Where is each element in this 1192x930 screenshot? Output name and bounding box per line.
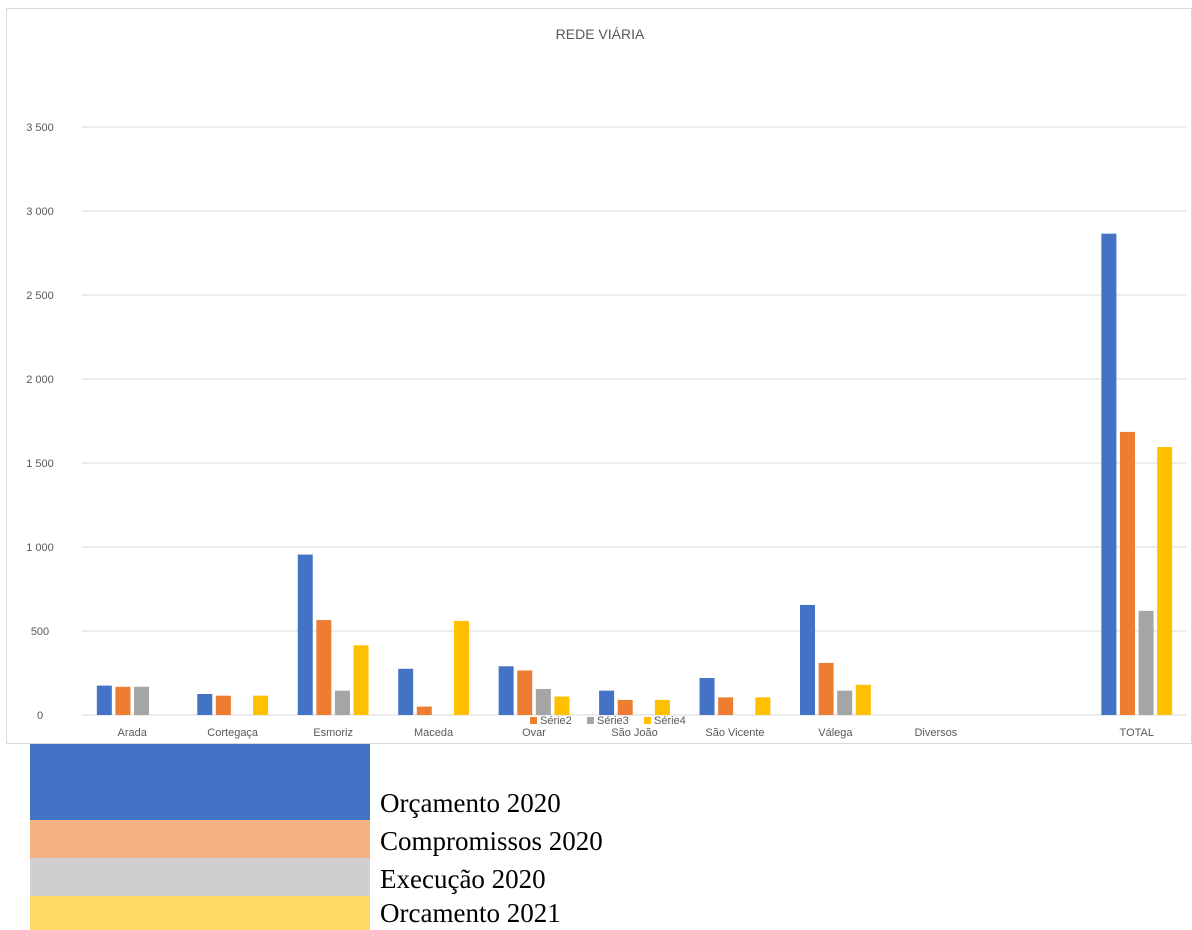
x-axis-ticks: Arada Cortegaça Esmoriz Maceda Ovar São João S… — [118, 727, 1154, 739]
x-tick-label: TOTAL — [1120, 727, 1154, 739]
legend-swatch — [587, 717, 594, 724]
bar — [599, 690, 615, 715]
legend-row: Compromissos 2020 — [0, 820, 1192, 858]
y-tick-label: 3 000 — [26, 206, 54, 218]
x-tick-label: Diversos — [914, 727, 957, 739]
bar — [554, 696, 570, 715]
bar — [699, 678, 715, 715]
bar — [800, 604, 816, 715]
legend-color-swatch — [30, 744, 370, 820]
legend-color-swatch — [30, 820, 370, 858]
legend-swatch — [530, 717, 537, 724]
bar — [115, 686, 131, 715]
bar — [1138, 610, 1154, 715]
bar — [718, 697, 734, 715]
legend-row: Orçamento 2020 — [0, 744, 1192, 820]
bar — [755, 697, 771, 715]
bar — [253, 695, 269, 715]
x-tick-label: Maceda — [414, 727, 454, 739]
legend-row: Orcamento 2021 — [0, 896, 1192, 930]
bar — [398, 668, 414, 715]
bar — [654, 699, 670, 715]
bar — [855, 684, 871, 715]
bar — [453, 620, 469, 715]
legend-label: Série2 — [540, 715, 572, 727]
x-tick-label: Válega — [818, 727, 853, 739]
x-tick-label: Cortegaça — [207, 727, 259, 739]
y-tick-label: 1 500 — [26, 458, 54, 470]
y-tick-label: 2 500 — [26, 290, 54, 302]
bar — [837, 690, 853, 715]
legend-label: Série4 — [654, 715, 686, 727]
y-tick-label: 1 000 — [26, 542, 54, 554]
chart-title: REDE VIÁRIA — [556, 26, 645, 42]
bar — [416, 706, 432, 715]
x-tick-label: Esmoriz — [313, 727, 353, 739]
x-tick-label: São Vicente — [705, 727, 764, 739]
y-tick-label: 3 500 — [26, 122, 54, 134]
y-axis-ticks: 0 500 1 000 1 500 2 000 2 500 3 000 3 500 — [26, 122, 54, 722]
bar — [197, 694, 213, 715]
legend-label: Série3 — [597, 715, 629, 727]
bar — [215, 695, 231, 715]
bar — [1101, 233, 1117, 715]
bar — [498, 666, 514, 715]
bar — [316, 620, 332, 715]
bar — [134, 686, 150, 715]
bar — [96, 685, 112, 715]
bar — [617, 699, 633, 715]
y-tick-label: 0 — [37, 710, 43, 722]
gridlines — [82, 126, 1187, 716]
bar — [297, 554, 313, 715]
legend-label: Compromissos 2020 — [380, 826, 603, 856]
x-tick-label: Ovar — [522, 727, 546, 739]
legend-color-swatch — [30, 858, 370, 896]
legend-label: Orcamento 2021 — [380, 898, 561, 928]
legend-color-swatch — [30, 896, 370, 930]
y-tick-label: 500 — [31, 626, 49, 638]
bar — [334, 690, 350, 715]
chart-legend: Série2 Série3 Série4 — [530, 715, 686, 727]
bar — [517, 670, 533, 715]
legend-row: Execução 2020 — [0, 858, 1192, 896]
bar — [818, 662, 834, 715]
x-tick-label: São João — [611, 727, 657, 739]
x-tick-label: Arada — [118, 727, 148, 739]
legend-label: Orçamento 2020 — [380, 788, 561, 818]
y-tick-label: 2 000 — [26, 374, 54, 386]
bar — [535, 688, 551, 715]
legend-label: Execução 2020 — [380, 864, 546, 894]
bar — [1157, 447, 1173, 715]
bar-chart: REDE VIÁRIA 0 500 1 000 1 500 2 000 2 500 3 00… — [26, 26, 1187, 739]
bar — [1119, 431, 1135, 715]
chart-area: REDE VIÁRIA 0 500 1 000 1 500 2 000 2 500 3 00… — [6, 8, 1192, 744]
bar — [353, 645, 369, 715]
bars — [96, 233, 1173, 715]
legend-swatch — [644, 717, 651, 724]
